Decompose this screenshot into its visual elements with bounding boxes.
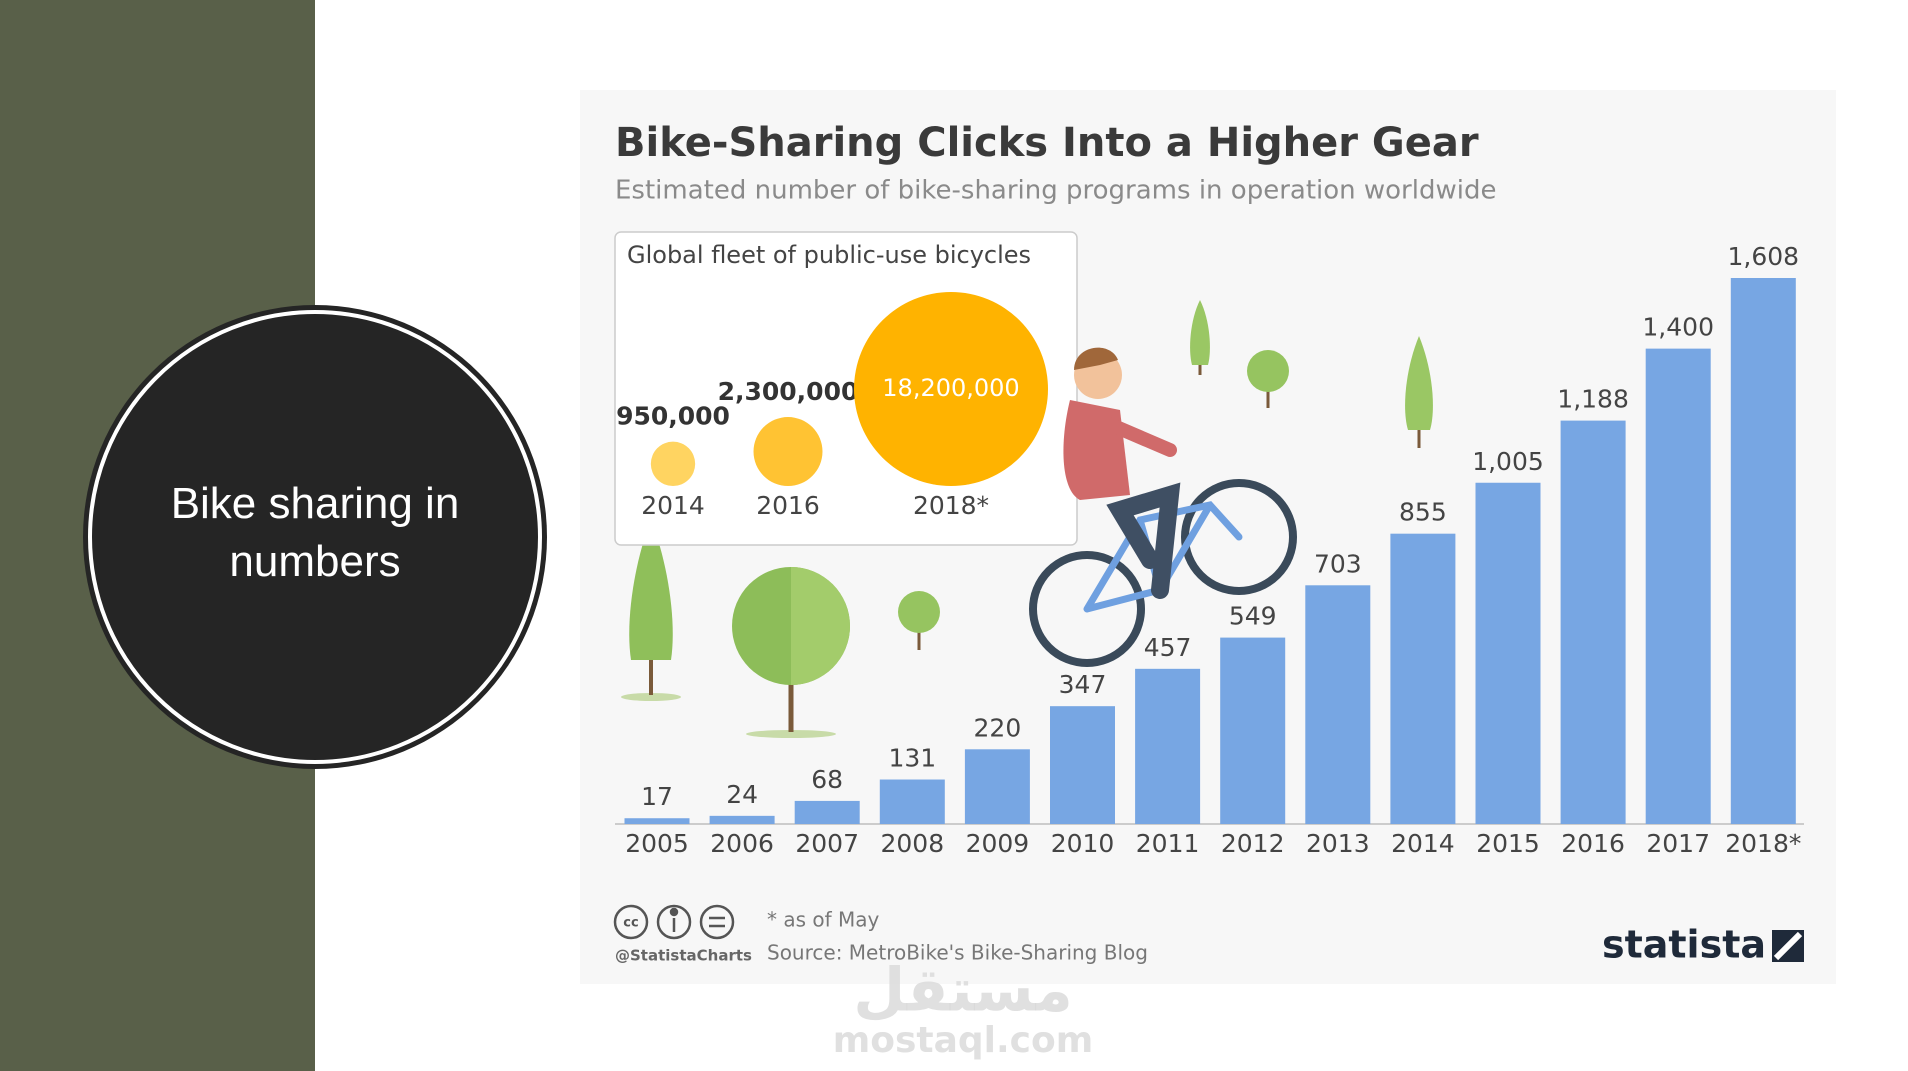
- value-label: 457: [1144, 633, 1192, 662]
- brand: statista: [1602, 923, 1766, 967]
- chart-subtitle: Estimated number of bike-sharing program…: [615, 176, 1496, 206]
- footer-note: * as of May: [767, 908, 880, 932]
- bar: [1730, 278, 1796, 824]
- value-label: 1,005: [1472, 447, 1544, 476]
- value-label: 131: [888, 744, 936, 773]
- bubble-category: 2016: [756, 491, 820, 520]
- bubble: [650, 441, 696, 486]
- svg-text:cc: cc: [623, 916, 638, 931]
- bubble-category: 2018*: [913, 491, 989, 520]
- value-label: 855: [1399, 498, 1447, 527]
- x-tick-label: 2018*: [1725, 829, 1801, 858]
- bar: [1220, 637, 1286, 824]
- x-tick-label: 2005: [625, 829, 689, 858]
- value-label: 703: [1314, 549, 1362, 578]
- x-tick-label: 2010: [1051, 829, 1115, 858]
- value-label: 1,400: [1642, 313, 1714, 342]
- inset-title: Global fleet of public-use bicycles: [627, 241, 1031, 269]
- slide-title: Bike sharing in numbers: [170, 479, 460, 586]
- value-label: 68: [811, 765, 843, 794]
- x-tick-label: 2017: [1646, 829, 1710, 858]
- x-tick-label: 2007: [795, 829, 859, 858]
- footer-source: Source: MetroBike's Bike-Sharing Blog: [767, 941, 1148, 965]
- circle-ring: [88, 310, 542, 764]
- value-label: 17: [641, 782, 673, 811]
- value-label: 1,188: [1557, 385, 1629, 414]
- watermark-latin: mostaql.com: [833, 1020, 1094, 1061]
- bar: [1475, 482, 1541, 824]
- footer-handle: @StatistaCharts: [615, 947, 752, 965]
- x-tick-label: 2011: [1136, 829, 1200, 858]
- value-label: 549: [1229, 602, 1277, 631]
- bar: [709, 815, 775, 824]
- bar: [1050, 706, 1115, 824]
- x-tick-label: 2012: [1221, 829, 1285, 858]
- x-tick-label: 2009: [966, 829, 1030, 858]
- chart-title: Bike-Sharing Clicks Into a Higher Gear: [615, 120, 1479, 166]
- value-label: 24: [726, 780, 758, 809]
- cc-icons: cc: [613, 904, 735, 940]
- bar: [879, 779, 945, 824]
- bar: [624, 818, 690, 824]
- bar: [1390, 533, 1456, 824]
- x-tick-label: 2008: [880, 829, 944, 858]
- x-tick-label: 2013: [1306, 829, 1370, 858]
- value-label: 1,608: [1728, 242, 1800, 271]
- bar: [1305, 585, 1371, 824]
- bubble-label: 2,300,000: [718, 377, 859, 406]
- value-label: 347: [1059, 670, 1107, 699]
- x-tick-label: 2016: [1561, 829, 1625, 858]
- circle-outer: [83, 305, 547, 769]
- value-label: 220: [974, 713, 1022, 742]
- bar: [1645, 348, 1711, 824]
- cyclist: [1029, 347, 1297, 667]
- trees: [621, 300, 1433, 738]
- x-tick-label: 2015: [1476, 829, 1540, 858]
- bubble-label: 950,000: [616, 402, 730, 431]
- bubble: [753, 417, 823, 486]
- bar: [964, 749, 1030, 824]
- watermark-arabic: مستقل: [853, 956, 1072, 1026]
- bar: [1560, 420, 1626, 824]
- bubble-category: 2014: [641, 491, 705, 520]
- bar: [794, 800, 860, 824]
- x-tick-label: 2006: [710, 829, 774, 858]
- brand-logo: [1772, 930, 1804, 962]
- x-tick-label: 2014: [1391, 829, 1455, 858]
- bubble: [854, 292, 1048, 486]
- bar: [1135, 668, 1201, 824]
- bubble-label: 18,200,000: [882, 374, 1019, 402]
